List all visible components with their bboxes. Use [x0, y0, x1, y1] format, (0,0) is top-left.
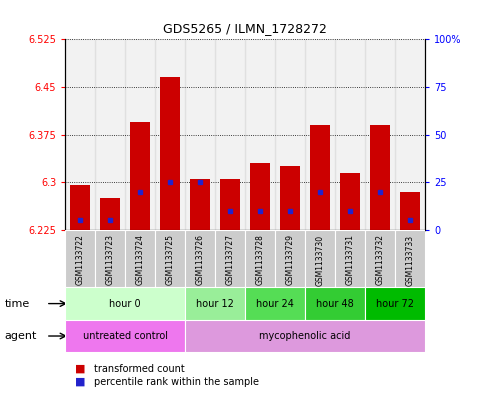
Bar	[65, 39, 95, 230]
Text: hour 0: hour 0	[109, 299, 141, 309]
Text: ■: ■	[75, 364, 85, 374]
Bar	[365, 287, 425, 320]
Text: GDS5265 / ILMN_1728272: GDS5265 / ILMN_1728272	[163, 22, 327, 35]
Bar	[125, 39, 155, 230]
Bar	[220, 179, 240, 230]
Text: hour 24: hour 24	[256, 299, 294, 309]
Bar	[275, 230, 305, 287]
Text: hour 12: hour 12	[196, 299, 234, 309]
Bar	[305, 39, 335, 230]
Bar	[215, 230, 245, 287]
Bar	[155, 39, 185, 230]
Bar	[185, 287, 245, 320]
Bar	[250, 163, 270, 230]
Bar	[95, 39, 125, 230]
Text: percentile rank within the sample: percentile rank within the sample	[94, 377, 259, 387]
Text: GSM1133722: GSM1133722	[76, 235, 85, 285]
Text: GSM1133727: GSM1133727	[226, 235, 235, 285]
Bar	[95, 230, 125, 287]
Bar	[395, 230, 425, 287]
Bar	[65, 287, 185, 320]
Bar	[395, 39, 425, 230]
Bar	[185, 230, 215, 287]
Bar	[275, 39, 305, 230]
Bar	[335, 39, 365, 230]
Text: hour 48: hour 48	[316, 299, 354, 309]
Bar	[71, 185, 90, 230]
Bar	[130, 122, 150, 230]
Text: agent: agent	[5, 331, 37, 341]
Bar	[370, 125, 390, 230]
Bar	[280, 166, 300, 230]
Text: GSM1133731: GSM1133731	[345, 235, 355, 285]
Text: GSM1133724: GSM1133724	[136, 235, 145, 285]
Text: GSM1133732: GSM1133732	[376, 235, 384, 285]
Bar	[305, 287, 365, 320]
Text: GSM1133733: GSM1133733	[406, 235, 414, 286]
Text: GSM1133730: GSM1133730	[315, 235, 325, 286]
Bar	[245, 287, 305, 320]
Text: GSM1133726: GSM1133726	[196, 235, 205, 285]
Bar	[185, 39, 215, 230]
Bar	[65, 320, 185, 352]
Bar	[245, 230, 275, 287]
Text: time: time	[5, 299, 30, 309]
Bar	[190, 179, 210, 230]
Bar	[155, 230, 185, 287]
Bar	[335, 230, 365, 287]
Text: mycophenolic acid: mycophenolic acid	[259, 331, 351, 341]
Text: hour 72: hour 72	[376, 299, 414, 309]
Text: GSM1133728: GSM1133728	[256, 235, 265, 285]
Text: GSM1133723: GSM1133723	[106, 235, 114, 285]
Bar	[341, 173, 360, 230]
Bar	[215, 39, 245, 230]
Text: untreated control: untreated control	[83, 331, 168, 341]
Bar	[305, 230, 335, 287]
Text: transformed count: transformed count	[94, 364, 185, 374]
Bar	[65, 230, 95, 287]
Bar	[311, 125, 330, 230]
Bar	[365, 39, 395, 230]
Bar	[245, 39, 275, 230]
Bar	[185, 320, 425, 352]
Text: ■: ■	[75, 377, 85, 387]
Bar	[125, 230, 155, 287]
Bar	[160, 77, 180, 230]
Bar	[100, 198, 120, 230]
Text: GSM1133729: GSM1133729	[285, 235, 295, 285]
Bar	[400, 192, 420, 230]
Bar	[365, 230, 395, 287]
Text: GSM1133725: GSM1133725	[166, 235, 175, 285]
